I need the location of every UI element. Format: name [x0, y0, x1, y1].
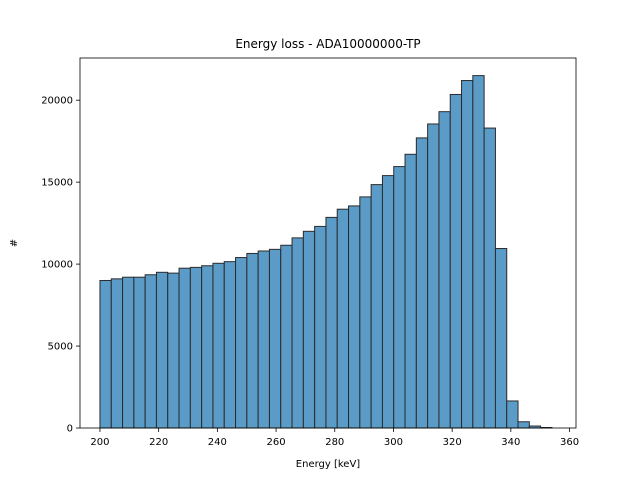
histogram-bar [393, 166, 406, 429]
x-tick-label: 300 [384, 437, 403, 448]
y-tick-label: 20000 [41, 96, 73, 107]
x-tick-label: 260 [267, 437, 286, 448]
histogram-bar [415, 137, 429, 429]
histogram-bar [506, 400, 519, 429]
histogram-bar [336, 208, 350, 429]
histogram-bar [483, 127, 496, 429]
histogram-bar [212, 262, 225, 429]
x-tick-label: 320 [443, 437, 462, 448]
histogram-bar [427, 123, 440, 429]
histogram-bar [178, 267, 191, 429]
histogram-bar [235, 257, 248, 429]
y-tick-label: 15000 [41, 178, 73, 189]
histogram-bar [99, 279, 112, 429]
histogram-bar [370, 184, 383, 429]
histogram-bar [257, 250, 270, 429]
y-tick-label: 5000 [48, 342, 73, 353]
histogram-bar [517, 421, 530, 429]
histogram-bar [359, 196, 372, 429]
histogram-bar [302, 230, 316, 429]
histogram-bar [223, 261, 237, 429]
histogram-bar [449, 93, 463, 429]
x-tick-label: 360 [560, 437, 579, 448]
histogram-bar [348, 205, 361, 429]
histogram-bar [155, 271, 169, 429]
histogram-bar [110, 278, 124, 429]
histogram-bar [201, 265, 214, 429]
histogram-bar [404, 153, 417, 429]
y-tick-label: 0 [67, 424, 73, 435]
x-axis-label: Energy [keV] [296, 459, 361, 470]
histogram-bar [472, 75, 485, 429]
histogram-bar [122, 276, 135, 429]
y-tick-label: 10000 [41, 260, 73, 271]
plot-frame [79, 57, 577, 429]
histogram-bar [268, 248, 282, 429]
histogram-bar [325, 216, 338, 429]
histogram-bar [314, 225, 327, 429]
histogram-bar [189, 266, 203, 429]
x-tick-label: 280 [325, 437, 344, 448]
x-tick-label: 240 [208, 437, 227, 448]
histogram-bar [133, 276, 146, 429]
histogram-bar [461, 80, 474, 429]
histogram-bar [381, 175, 395, 429]
chart-title: Energy loss - ADA10000000-TP [235, 37, 420, 51]
x-tick-label: 200 [90, 437, 109, 448]
histogram-bar [280, 244, 293, 429]
y-axis-label: # [9, 239, 20, 247]
histogram-bars [99, 75, 553, 429]
histogram-bar [246, 252, 259, 429]
x-tick-label: 220 [149, 437, 168, 448]
x-axis-ticks: 200 220 240 260 280 300 320 340 360 [90, 428, 579, 448]
histogram-bar [167, 272, 180, 429]
histogram-bar [438, 111, 451, 429]
histogram-bar [144, 274, 157, 429]
histogram-bar [291, 237, 304, 429]
y-axis-ticks: 0 5000 10000 15000 20000 [41, 96, 80, 435]
x-tick-label: 340 [501, 437, 520, 448]
histogram-bar [494, 248, 508, 429]
